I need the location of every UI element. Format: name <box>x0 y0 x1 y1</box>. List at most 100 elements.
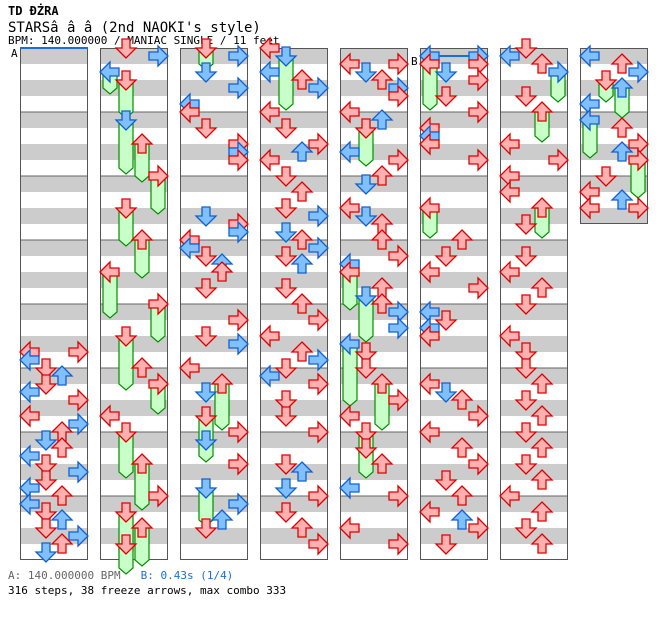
footer-stats: 316 steps, 38 freeze arrows, max combo 3… <box>8 584 287 597</box>
arrow-left-icon <box>419 196 440 220</box>
arrow-down-icon <box>514 518 538 539</box>
arrow-down-icon <box>354 206 378 227</box>
arrow-down-icon <box>194 478 218 499</box>
arrow-down-icon <box>194 382 218 403</box>
arrow-down-icon <box>114 534 138 555</box>
arrow-right-icon <box>388 316 409 340</box>
arrow-up-icon <box>530 405 554 426</box>
marker-b: B <box>411 55 418 68</box>
arrow-right-icon <box>148 372 169 396</box>
arrow-left-icon <box>99 60 120 84</box>
arrow-down-icon <box>114 38 138 59</box>
arrow-down-icon <box>354 118 378 139</box>
arrow-right-icon <box>468 516 489 540</box>
beat-stripe <box>100 208 168 224</box>
arrow-left-icon <box>339 476 360 500</box>
arrow-right-icon <box>308 348 329 372</box>
arrow-left-icon <box>499 44 520 68</box>
arrow-down-icon <box>514 294 538 315</box>
arrow-left-icon <box>579 108 600 132</box>
arrow-right-icon <box>308 76 329 100</box>
arrow-left-icon <box>179 356 200 380</box>
arrow-left-icon <box>499 324 520 348</box>
arrow-down-icon <box>514 390 538 411</box>
beat-stripe <box>180 272 248 288</box>
arrow-down-icon <box>354 62 378 83</box>
arrow-down-icon <box>434 534 458 555</box>
arrow-right-icon <box>388 52 409 76</box>
arrow-up-icon <box>50 533 74 554</box>
arrow-up-icon <box>50 437 74 458</box>
arrow-left-icon <box>339 260 360 284</box>
arrow-down-icon <box>274 46 298 67</box>
arrow-right-icon <box>228 332 249 356</box>
arrow-right-icon <box>148 484 169 508</box>
arrow-left-icon <box>339 140 360 164</box>
arrow-down-icon <box>34 358 58 379</box>
arrow-down-icon <box>194 278 218 299</box>
arrow-up-icon <box>50 485 74 506</box>
beat-stripe <box>180 176 248 192</box>
arrow-right-icon <box>228 452 249 476</box>
arrow-down-icon <box>594 70 618 91</box>
beat-stripe <box>420 240 488 256</box>
arrow-up-icon <box>370 229 394 250</box>
arrow-right-icon <box>468 100 489 124</box>
arrow-right-icon <box>628 196 649 220</box>
arrow-up-icon <box>370 453 394 474</box>
beat-stripe <box>20 144 88 160</box>
arrow-down-icon <box>274 406 298 427</box>
beat-stripe <box>340 464 408 480</box>
arrow-down-icon <box>434 310 458 331</box>
arrow-left-icon <box>19 404 40 428</box>
beat-stripe <box>260 400 328 416</box>
arrow-up-icon <box>130 229 154 250</box>
arrow-down-icon <box>274 278 298 299</box>
arrow-down-icon <box>434 246 458 267</box>
beat-stripe <box>20 112 88 128</box>
arrow-right-icon <box>628 148 649 172</box>
arrow-down-icon <box>34 518 58 539</box>
arrow-down-icon <box>274 222 298 243</box>
arrow-left-icon <box>499 180 520 204</box>
arrow-down-icon <box>514 38 538 59</box>
arrow-left-icon <box>339 404 360 428</box>
arrow-right-icon <box>308 420 329 444</box>
beat-stripe <box>500 528 568 544</box>
arrow-down-icon <box>34 542 58 563</box>
arrow-down-icon <box>514 86 538 107</box>
arrow-down-icon <box>114 422 138 443</box>
arrow-up-icon <box>530 437 554 458</box>
arrow-left-icon <box>339 332 360 356</box>
arrow-down-icon <box>354 358 378 379</box>
arrow-down-icon <box>194 326 218 347</box>
arrow-up-icon <box>290 253 314 274</box>
arrow-up-icon <box>530 469 554 490</box>
arrow-right-icon <box>228 220 249 244</box>
arrow-up-icon <box>290 229 314 250</box>
arrow-up-icon <box>530 533 554 554</box>
arrow-up-icon <box>50 509 74 530</box>
arrow-right-icon <box>468 452 489 476</box>
beat-stripe <box>500 368 568 384</box>
arrow-down-icon <box>354 422 378 443</box>
arrow-right-icon <box>308 236 329 260</box>
beat-stripe <box>180 528 248 544</box>
arrow-up-icon <box>290 517 314 538</box>
arrow-up-icon <box>130 357 154 378</box>
arrow-down-icon <box>194 206 218 227</box>
arrow-up-icon <box>610 141 634 162</box>
arrow-up-icon <box>530 101 554 122</box>
arrow-down-icon <box>194 62 218 83</box>
arrow-down-icon <box>354 174 378 195</box>
arrow-down-icon <box>514 214 538 235</box>
arrow-up-icon <box>370 69 394 90</box>
arrow-left-icon <box>259 148 280 172</box>
footer-bpm-line: A: 140.000000 BPM B: 0.43s (1/4) <box>8 569 233 582</box>
arrow-down-icon <box>34 374 58 395</box>
arrow-up-icon <box>210 509 234 530</box>
arrow-up-icon <box>290 181 314 202</box>
arrow-down-icon <box>114 110 138 131</box>
arrow-up-icon <box>610 189 634 210</box>
arrow-up-icon <box>530 277 554 298</box>
